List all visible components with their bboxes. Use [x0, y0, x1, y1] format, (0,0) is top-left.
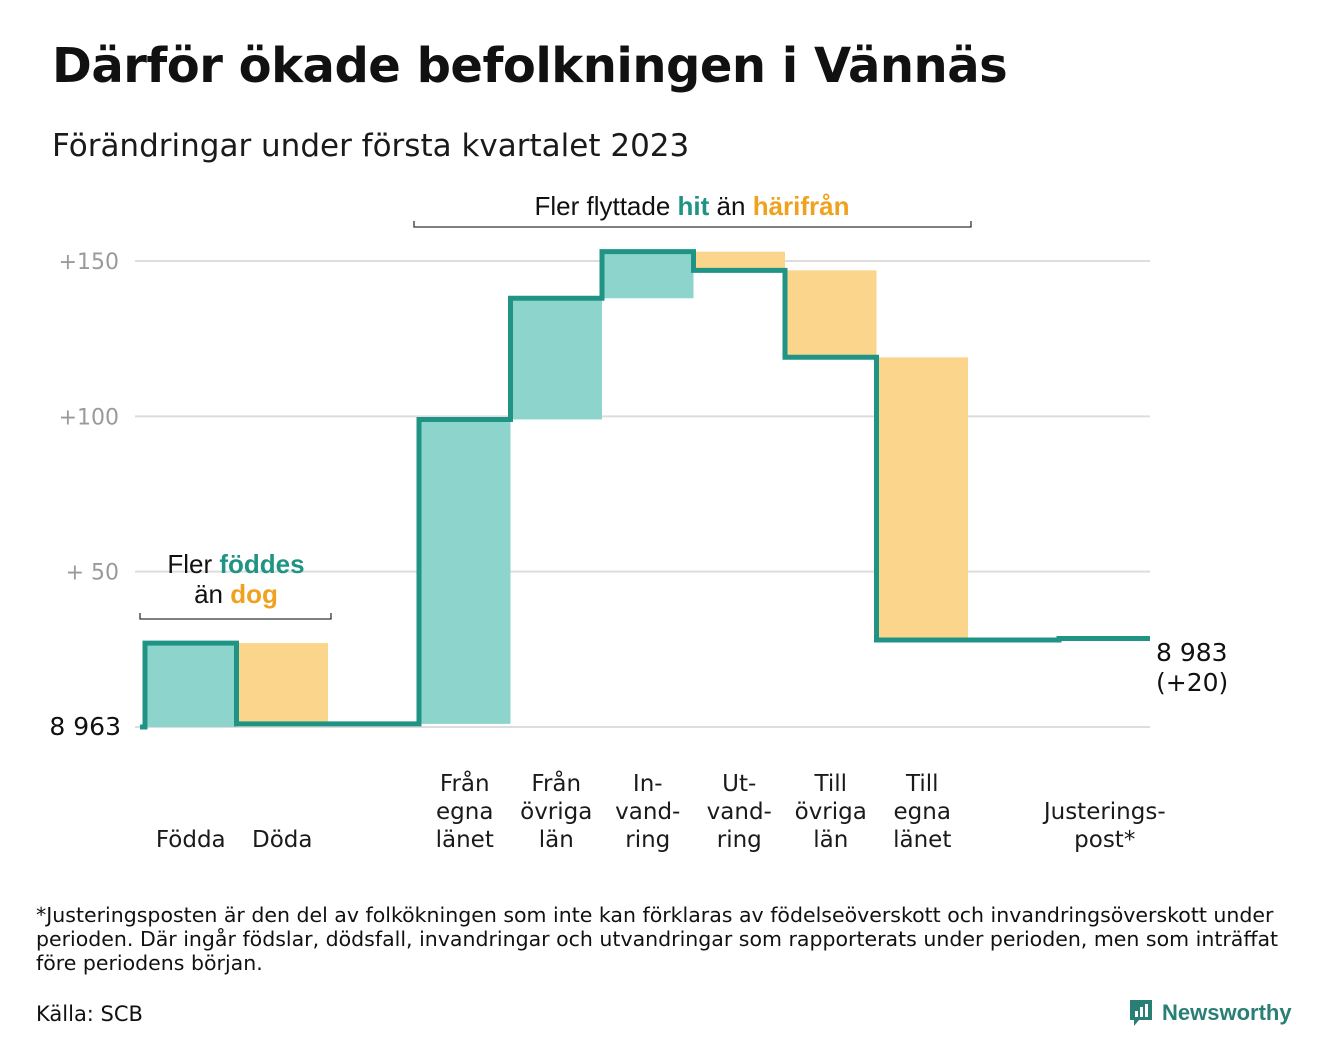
bar-döda — [236, 643, 328, 724]
bar-in--vand--ring — [602, 251, 694, 299]
category-label: Till övriga län — [795, 771, 867, 853]
bracket-births — [139, 613, 332, 620]
footnote: *Justeringsposten är den del av folkökni… — [36, 903, 1279, 975]
value-labels: 8 963 8 983(+20) — [49, 638, 1228, 741]
category-label: Döda — [252, 827, 312, 853]
step-line-path — [140, 249, 1150, 730]
bar-födda — [145, 643, 237, 727]
newsworthy-logo-icon — [1130, 1000, 1152, 1026]
chart-title: Därför ökade befolkningen i Vännäs — [52, 38, 1008, 94]
category-label: In-vand-ring — [615, 771, 680, 853]
category-label: Födda — [156, 827, 226, 853]
chart-subtitle: Förändringar under första kvartalet 2023 — [52, 128, 690, 164]
y-tick-label: + 50 — [66, 561, 119, 586]
source-label: Källa: SCB — [36, 1002, 143, 1026]
category-label: Justerings-post* — [1042, 799, 1166, 853]
category-label: Från egna länet — [436, 769, 494, 853]
cumulative-step-line — [140, 249, 1150, 730]
end-value-label: 8 983 — [1156, 638, 1228, 667]
bar-från-övriga-län — [510, 298, 602, 420]
y-tick-label: +150 — [59, 250, 119, 275]
gridlines — [135, 260, 1150, 728]
annotation-births-line1: Fler föddes — [167, 549, 304, 579]
brand-name: Newsworthy — [1162, 1000, 1292, 1025]
bars — [145, 251, 968, 727]
bar-ut--vand--ring — [693, 251, 785, 271]
start-value-label: 8 963 — [49, 712, 121, 741]
category-label: Till egna länet — [893, 771, 951, 853]
category-label: Ut-vand-ring — [707, 771, 772, 853]
category-label: Från övriga län — [520, 769, 592, 853]
end-change-label: (+20) — [1156, 668, 1228, 697]
bracket-migration — [413, 221, 972, 228]
y-axis-tick-labels: +150 +100 + 50 — [59, 250, 119, 586]
category-labels: Födda Döda Från egna länet Från övriga län In-va… — [156, 769, 1166, 853]
brand-logo: Newsworthy — [1128, 996, 1292, 1030]
bar-från-egna-länet — [419, 419, 511, 724]
bar-till-egna-länet — [876, 357, 968, 641]
annotation-migration: Fler flyttade hit än härifrån — [534, 191, 849, 221]
annotation-births-line2: än dog — [194, 579, 278, 609]
y-tick-label: +100 — [59, 405, 119, 430]
bar-till-övriga-län — [785, 270, 877, 358]
